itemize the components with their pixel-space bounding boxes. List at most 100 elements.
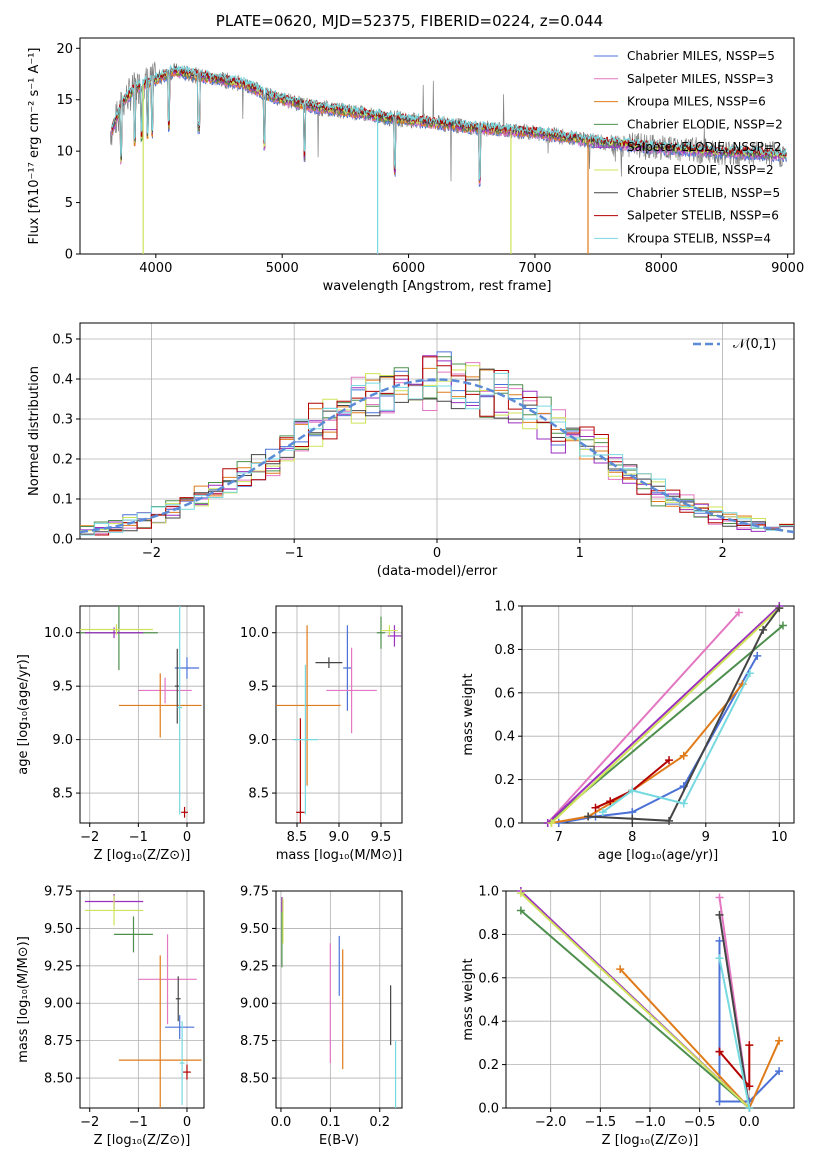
point-marker [516,889,525,898]
y-axis-label: age [log₁₀(age/yr)] [16,654,31,775]
point-marker [715,954,724,963]
legend-label: Salpeter STELIB, NSSP=6 [627,209,779,223]
x-tick-label: 0 [433,546,441,561]
point-marker [715,893,724,902]
age-vs-mass-axes [272,605,403,827]
x-axis-label: age [log₁₀(age/yr)] [598,848,719,863]
legend-label: Chabrier ELODIE, NSSP=2 [627,117,783,131]
x-tick-label: 8.5 [287,830,308,845]
x-axis-label: Z [log₁₀(Z/Z⊙)] [94,848,191,863]
x-tick-label: 0.0 [739,1115,760,1130]
x-tick-label: 2 [718,546,726,561]
y-axis-label: Normed distribution [27,366,42,496]
y-tick-label: 0.0 [478,1102,499,1117]
mass-weight-line-yellow [520,892,750,1108]
x-tick-label: −2 [80,1115,99,1130]
x-tick-label: −1 [129,1115,148,1130]
x-tick-label: −1.5 [585,1115,617,1130]
x-axis-label: (data-model)/error [377,564,498,579]
age-vs-z-axes [76,605,205,827]
mass-weight-line-orange [619,968,781,1108]
point-marker [775,1036,784,1045]
x-tick-label: 7000 [518,261,551,276]
x-tick-label: 0.1 [320,1115,341,1130]
point-marker [775,1067,784,1076]
histogram-green [80,356,794,529]
point-marker [616,965,625,974]
y-tick-label: 9.25 [44,959,73,974]
y-tick-label: 0.2 [494,773,515,788]
x-axis-label: Z [log₁₀(Z/Z⊙)] [94,1133,191,1148]
y-tick-label: 0.8 [494,643,515,658]
point-marker [547,819,556,827]
y-tick-label: 10.0 [240,626,269,641]
x-tick-label: 9.0 [329,830,350,845]
point-marker [598,808,607,817]
figure-title: PLATE=0620, MJD=52375, FIBERID=0224, z=0… [215,12,604,30]
gaussian-curve [79,378,795,534]
mass-weight-line-purple [547,606,780,823]
point-marker [665,756,674,765]
x-tick-label: −2 [142,546,161,561]
model-spectrum-cyan [111,64,787,180]
point-marker [628,814,637,823]
mass-weight-line-pink [546,611,740,823]
x-tick-label: −1 [285,546,304,561]
y-tick-label: 9.75 [240,885,269,900]
point-marker [759,625,768,634]
y-tick-label: 0.1 [52,493,73,508]
histogram-axes [76,322,795,543]
y-tick-label: 0.6 [494,686,515,701]
y-tick-label: 0.2 [52,453,73,468]
legend-label: Salpeter ELODIE, NSSP=2 [627,140,782,154]
y-tick-label: 9.50 [240,922,269,937]
y-axis-label: mass weight [461,673,476,755]
point-marker [715,910,724,919]
mass-weight-line-dark [588,607,781,822]
x-tick-label: 0.0 [271,1115,292,1130]
point-marker [745,669,754,678]
x-tick-label: 0 [183,1115,191,1130]
point-marker [715,936,724,945]
y-tick-label: 9.50 [44,922,73,937]
mass-weight-z-axes [502,887,795,1112]
y-tick-label: 0.5 [52,333,73,348]
point-marker [715,1047,724,1056]
y-tick-label: 10.0 [44,626,73,641]
y-tick-label: 9.5 [52,680,73,695]
y-tick-label: 9.00 [44,997,73,1012]
x-tick-label: −2 [80,830,99,845]
histogram-yellow [80,365,794,532]
x-tick-label: 8 [628,830,636,845]
legend-label: Kroupa STELIB, NSSP=4 [627,231,771,245]
y-tick-label: 0 [65,248,73,263]
y-tick-label: 0.3 [52,413,73,428]
axes-frame [79,605,205,824]
y-axis-label: mass [log₁₀(M/M⊙)] [16,936,31,1063]
y-tick-label: 8.75 [44,1034,73,1049]
point-marker [753,651,762,660]
mass-vs-ebv-axes [272,890,403,1112]
point-marker [745,1041,754,1050]
y-tick-label: 9.00 [240,997,269,1012]
point-marker [516,906,525,915]
x-tick-label: −2.0 [535,1115,567,1130]
y-tick-label: 0.2 [478,1058,499,1073]
point-marker [591,803,600,812]
x-tick-label: 10 [771,830,788,845]
legend-label: 𝒩(0,1) [733,337,776,352]
y-tick-label: 9.75 [44,885,73,900]
x-tick-label: −1.0 [634,1115,666,1130]
x-tick-label: −0.5 [684,1115,716,1130]
point-marker [778,621,787,630]
mass-weight-line-red [595,759,670,809]
x-tick-label: 9 [702,830,710,845]
mass-weight-line-yellow [550,607,780,823]
y-tick-label: 0.0 [494,817,515,832]
point-marker [775,604,784,613]
x-tick-label: 8000 [645,261,678,276]
x-tick-label: 0.2 [369,1115,390,1130]
point-marker [679,799,688,808]
mass-weight-line-green [520,909,750,1108]
